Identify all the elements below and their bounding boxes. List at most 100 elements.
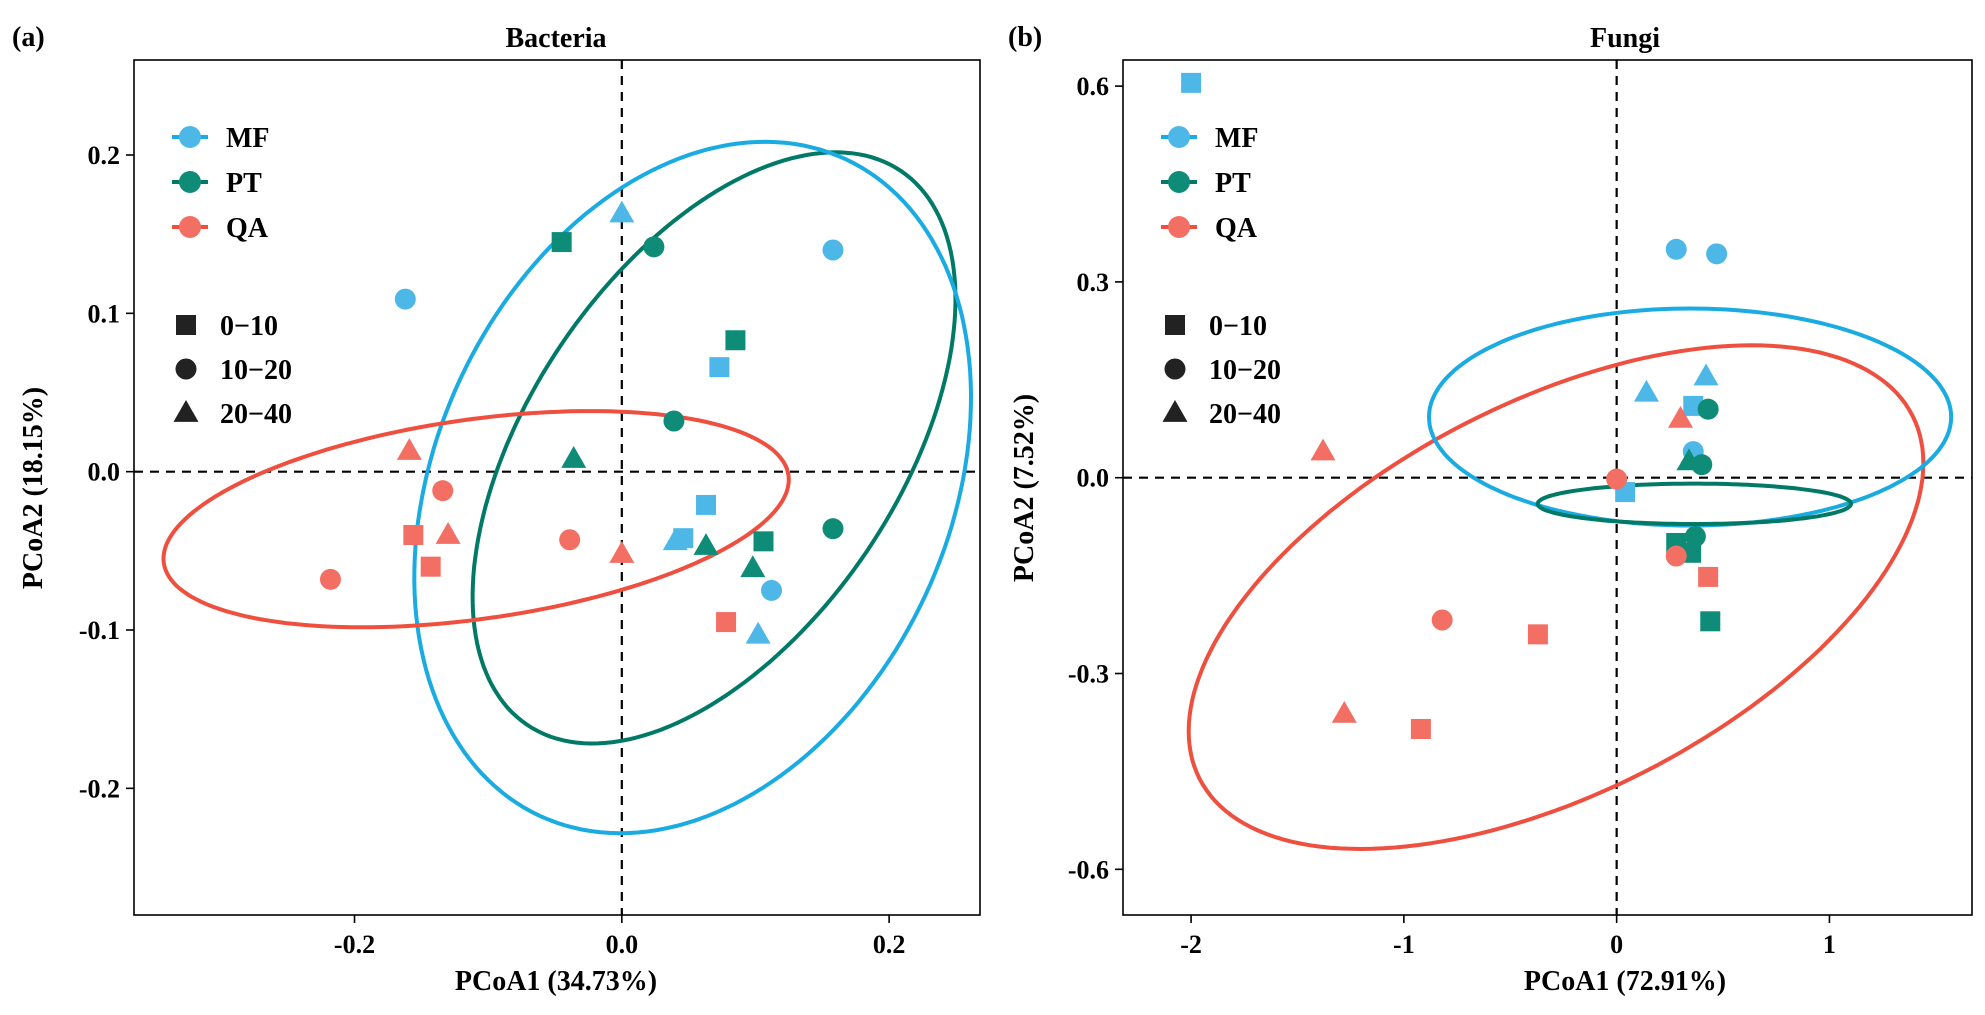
legend-marker-depth xyxy=(1164,358,1186,380)
legend: MF PT QA 0−10 10−20 20−40 xyxy=(1161,123,1281,430)
data-point-qa xyxy=(1410,718,1431,739)
legend-label-depth: 20−40 xyxy=(1209,399,1281,430)
data-point-mf xyxy=(822,239,844,261)
y-tick-label: 0.2 xyxy=(88,141,121,170)
ellipse-pt xyxy=(470,150,958,746)
legend-label-depth: 10−20 xyxy=(220,355,292,386)
y-tick-label: 0.6 xyxy=(1077,72,1110,101)
data-point-mf xyxy=(1665,238,1687,260)
x-axis-label-fungi: PCoA1 (72.91%) xyxy=(1524,966,1726,997)
data-point-mf xyxy=(1181,72,1202,93)
data-point-mf xyxy=(709,357,730,378)
legend-marker-mf xyxy=(179,126,201,148)
data-point-pt xyxy=(1684,525,1706,547)
data-point-pt xyxy=(693,533,719,555)
panel-bacteria: (a) Bacteria PCoA1 (34.73%) PCoA2 (18.15… xyxy=(12,22,981,997)
chart-title-bacteria: Bacteria xyxy=(505,23,606,54)
data-point-pt xyxy=(561,445,587,468)
y-tick-label: -0.2 xyxy=(79,774,120,803)
x-tick-label: 0 xyxy=(1610,930,1623,959)
legend-label-mf: MF xyxy=(1215,123,1259,154)
legend-marker-depth xyxy=(1162,399,1188,422)
x-tick-label: 1 xyxy=(1823,930,1836,959)
legend-marker-depth xyxy=(175,358,197,380)
legend-marker-qa xyxy=(179,216,201,238)
x-tick-label: 0.2 xyxy=(873,930,906,959)
data-point-qa xyxy=(1331,700,1357,723)
x-tick-label: 0.0 xyxy=(606,930,639,959)
legend-marker-pt xyxy=(1168,171,1190,193)
chart-title-fungi: Fungi xyxy=(1590,23,1660,54)
data-point-pt xyxy=(725,330,746,351)
data-point-qa xyxy=(1527,624,1548,645)
legend-label-qa: QA xyxy=(226,213,269,244)
data-point-pt xyxy=(1697,398,1719,420)
legend-marker-qa xyxy=(1168,216,1190,238)
data-point-pt xyxy=(740,555,766,578)
ellipse-mf xyxy=(1426,306,1954,528)
data-point-mf xyxy=(1693,363,1719,386)
legend-label-depth: 0−10 xyxy=(1209,311,1267,342)
data-point-pt xyxy=(1700,611,1721,632)
legend-label-pt: PT xyxy=(1215,168,1251,199)
x-tick-label: -2 xyxy=(1180,930,1202,959)
data-point-mf xyxy=(1633,379,1659,402)
data-point-qa xyxy=(609,540,635,563)
legend: MF PT QA 0−10 10−20 20−40 xyxy=(172,123,292,430)
legend-marker-pt xyxy=(179,171,201,193)
y-tick-label: -0.6 xyxy=(1068,855,1109,884)
data-point-qa xyxy=(716,612,737,633)
y-tick-label: -0.1 xyxy=(79,616,120,645)
data-point-mf xyxy=(1706,243,1728,265)
x-axis-label-bacteria: PCoA1 (34.73%) xyxy=(455,966,657,997)
data-point-qa xyxy=(1667,405,1693,428)
data-point-qa xyxy=(403,525,424,545)
ellipse-qa xyxy=(1186,343,1926,852)
data-point-qa xyxy=(1431,609,1453,631)
data-point-pt xyxy=(822,518,844,540)
data-point-pt xyxy=(551,232,572,253)
data-point-qa xyxy=(432,480,454,502)
legend-label-pt: PT xyxy=(226,168,262,199)
plot-frame xyxy=(1122,59,1973,916)
legend-label-depth: 10−20 xyxy=(1209,355,1281,386)
data-point-qa xyxy=(435,521,461,544)
data-point-qa xyxy=(1698,566,1719,587)
y-axis-label-fungi: PCoA2 (7.52%) xyxy=(1009,394,1040,582)
data-point-qa xyxy=(420,556,441,577)
ellipse-mf xyxy=(412,139,974,836)
data-point-mf xyxy=(609,200,635,223)
legend-marker-depth xyxy=(173,399,199,422)
ellipse-qa xyxy=(161,409,791,630)
y-tick-label: -0.3 xyxy=(1068,660,1109,689)
x-tick-label: -1 xyxy=(1393,930,1415,959)
data-point-pt xyxy=(663,410,685,432)
plot-frame xyxy=(133,59,981,916)
legend-label-qa: QA xyxy=(1215,213,1258,244)
y-tick-label: 0.1 xyxy=(88,299,121,328)
data-point-qa xyxy=(319,568,341,590)
legend-marker-depth xyxy=(1165,315,1185,335)
data-point-mf xyxy=(394,288,416,310)
y-tick-label: 0.3 xyxy=(1077,268,1110,297)
panel-fungi: (b) Fungi PCoA1 (72.91%) PCoA2 (7.52%) -… xyxy=(1008,22,1973,997)
y-tick-label: 0.0 xyxy=(1077,464,1110,493)
data-point-qa xyxy=(1665,545,1687,567)
y-tick-label: 0.0 xyxy=(88,458,121,487)
panel-label-b: (b) xyxy=(1008,22,1042,53)
data-point-mf xyxy=(745,621,771,644)
legend-marker-mf xyxy=(1168,126,1190,148)
legend-label-depth: 20−40 xyxy=(220,399,292,430)
data-point-qa xyxy=(1310,438,1336,461)
data-point-qa xyxy=(1606,468,1628,490)
panel-label-a: (a) xyxy=(12,22,45,53)
y-axis-label-bacteria: PCoA2 (18.15%) xyxy=(18,387,49,589)
ellipse-pt xyxy=(1535,481,1854,526)
data-point-qa xyxy=(396,438,422,460)
data-point-pt xyxy=(1691,454,1713,476)
data-point-pt xyxy=(753,531,774,552)
legend-label-depth: 0−10 xyxy=(220,311,278,342)
data-point-qa xyxy=(559,529,581,551)
legend-marker-depth xyxy=(176,315,196,335)
